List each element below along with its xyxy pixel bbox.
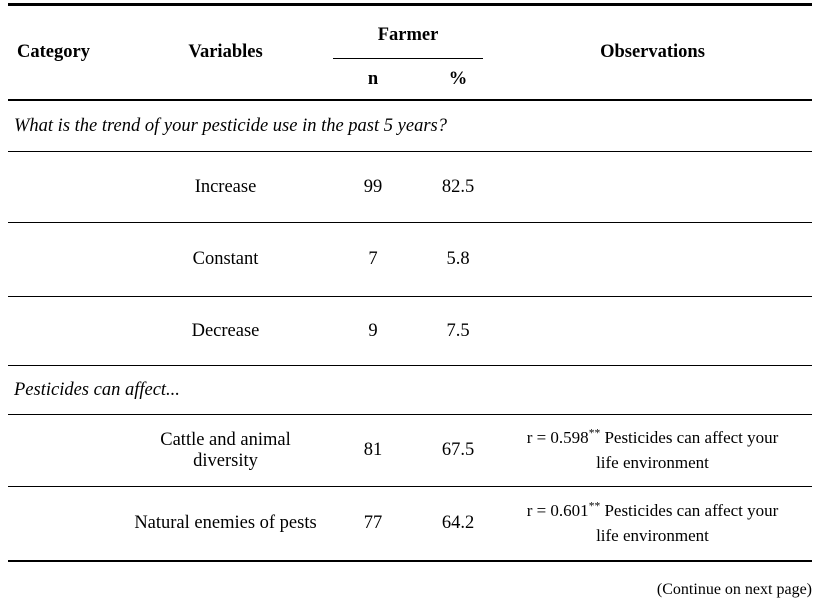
correlation-r-value: r = 0.598 [526, 428, 589, 448]
header-category: Category [17, 42, 90, 62]
header-observations: Observations [600, 42, 705, 62]
cell-variable: Decrease [191, 320, 260, 341]
cell-observation: r = 0.598** Pesticides can affect your l… [493, 426, 812, 474]
table-row-increase: Increase 99 82.5 [8, 152, 812, 223]
cell-n: 81 [363, 440, 383, 460]
table-row-natural-enemies: Natural enemies of pests 77 64.2 r = 0.6… [8, 487, 812, 562]
cell-percent: 67.5 [441, 440, 475, 460]
significance-asterisks: ** [588, 500, 601, 513]
continuation-note: (Continue on next page) [656, 581, 812, 598]
table-row-decrease: Decrease 9 7.5 [8, 297, 812, 366]
cell-n: 77 [363, 513, 383, 533]
section-title-pesticide-trend: What is the trend of your pesticide use … [8, 101, 812, 152]
cell-n: 7 [368, 249, 378, 269]
survey-results-table: Category Variables Farmer n % Observatio… [8, 3, 812, 562]
table-header-row: Category Variables Farmer n % Observatio… [8, 6, 812, 101]
table-row-cattle-diversity: Cattle and animal diversity 81 67.5 r = … [8, 415, 812, 487]
header-n: n [367, 68, 379, 89]
cell-n: 9 [368, 320, 378, 341]
farmer-subheaders: n % [323, 59, 493, 99]
observation-correlation-note: r = 0.598** Pesticides can affect your l… [524, 426, 782, 474]
cell-n: 99 [363, 176, 383, 197]
cell-percent: 7.5 [446, 320, 470, 341]
header-variables: Variables [188, 42, 263, 62]
cell-percent: 64.2 [441, 513, 475, 533]
farmer-spanner-rule [333, 58, 483, 59]
observation-description: Pesticides can affect your life environm… [596, 428, 779, 472]
header-farmer-group: Farmer n % [323, 6, 493, 99]
header-percent: % [448, 68, 468, 89]
cell-variable: Constant [192, 249, 259, 269]
cell-percent: 5.8 [446, 249, 470, 269]
observation-description: Pesticides can affect your life environm… [596, 501, 779, 545]
cell-percent: 82.5 [441, 176, 475, 197]
table-row-constant: Constant 7 5.8 [8, 223, 812, 297]
header-farmer: Farmer [377, 24, 439, 45]
section-title-pesticides-affect: Pesticides can affect... [8, 366, 812, 415]
cell-variable: Natural enemies of pests [134, 513, 317, 533]
observation-correlation-note: r = 0.601** Pesticides can affect your l… [524, 499, 782, 547]
significance-asterisks: ** [588, 427, 601, 440]
cell-observation: r = 0.601** Pesticides can affect your l… [493, 499, 812, 547]
cell-variable: Increase [194, 176, 257, 197]
cell-variable: Cattle and animal diversity [160, 429, 291, 471]
correlation-r-value: r = 0.601 [526, 501, 589, 521]
